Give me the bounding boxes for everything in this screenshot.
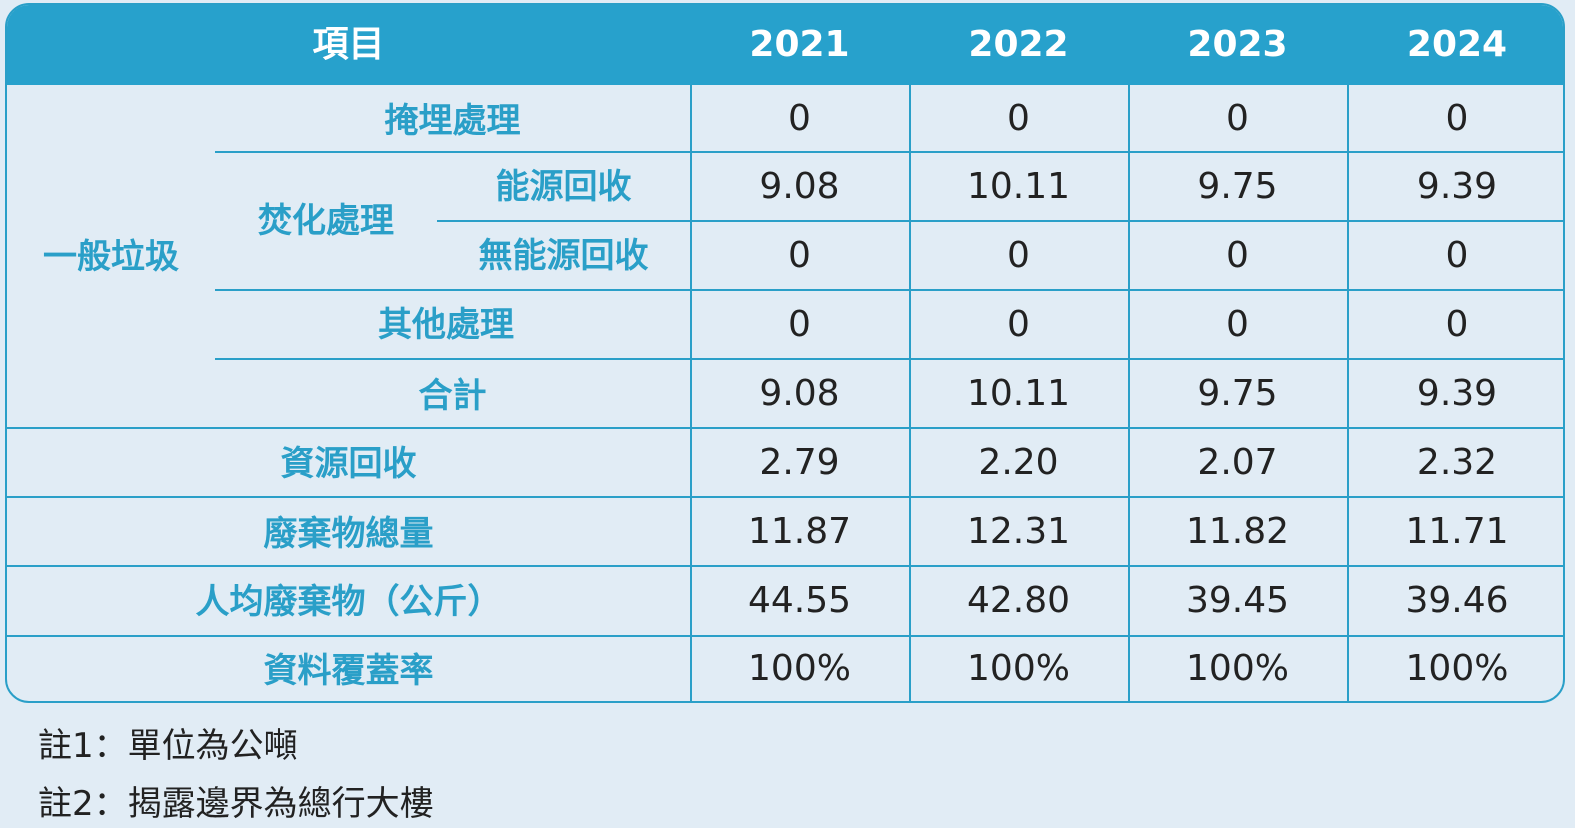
header-year-2024: 2024 xyxy=(1406,24,1508,65)
label-coverage: 資料覆蓋率 xyxy=(263,651,434,691)
cell-total-waste-2021: 11.87 xyxy=(747,511,852,552)
cell-per-capita-2022: 42.80 xyxy=(966,580,1071,621)
label-energy-recovery: 能源回收 xyxy=(495,167,632,207)
grid-line xyxy=(215,151,1563,153)
header-year-2021: 2021 xyxy=(749,24,850,65)
label-subtotal: 合計 xyxy=(418,376,487,416)
header-year-2022: 2022 xyxy=(968,24,1069,65)
grid-line xyxy=(7,496,1563,498)
grid-line xyxy=(909,85,911,701)
label-total-waste: 廢棄物總量 xyxy=(263,514,434,554)
cell-no-energy-recovery-2022: 0 xyxy=(1007,235,1030,276)
waste-table: 項目 2021 2022 2023 2024 一般垃圾 掩埋處理 焚化處理 能源… xyxy=(5,3,1565,703)
cell-landfill-2023: 0 xyxy=(1226,98,1249,139)
cell-other-treatment-2022: 0 xyxy=(1007,304,1030,345)
header-item: 項目 xyxy=(312,24,385,65)
label-resource-recovery: 資源回收 xyxy=(280,444,417,484)
label-incineration: 焚化處理 xyxy=(258,201,394,241)
label-no-energy-recovery: 無能源回收 xyxy=(478,236,649,276)
cell-per-capita-2023: 39.45 xyxy=(1185,580,1290,621)
label-per-capita: 人均廢棄物（公斤） xyxy=(195,582,502,622)
cell-no-energy-recovery-2021: 0 xyxy=(788,235,811,276)
cell-other-treatment-2021: 0 xyxy=(788,304,811,345)
cell-resource-recovery-2023: 2.07 xyxy=(1197,442,1278,483)
table-header: 項目 2021 2022 2023 2024 xyxy=(7,5,1563,85)
grid-line xyxy=(7,427,1563,429)
cell-landfill-2024: 0 xyxy=(1445,98,1469,139)
cell-no-energy-recovery-2023: 0 xyxy=(1226,235,1249,276)
grid-line xyxy=(7,635,1563,637)
cell-total-waste-2024: 11.71 xyxy=(1405,511,1509,552)
grid-line xyxy=(690,85,692,701)
grid-line xyxy=(7,565,1563,567)
grid-line xyxy=(1347,85,1349,701)
grid-line xyxy=(215,358,1563,360)
cell-landfill-2022: 0 xyxy=(1007,98,1030,139)
footnote-2: 註2：揭露邊界為總行大樓 xyxy=(38,784,434,824)
header-year-2023: 2023 xyxy=(1187,24,1288,65)
cell-landfill-2021: 0 xyxy=(788,98,811,139)
cell-energy-recovery-2022: 10.11 xyxy=(966,166,1071,207)
cell-per-capita-2021: 44.55 xyxy=(747,580,852,621)
cell-resource-recovery-2024: 2.32 xyxy=(1416,442,1498,483)
cell-total-waste-2022: 12.31 xyxy=(966,511,1071,552)
cell-subtotal-2022: 10.11 xyxy=(966,373,1071,414)
cell-coverage-2023: 100% xyxy=(1186,648,1289,689)
cell-energy-recovery-2023: 9.75 xyxy=(1197,166,1278,207)
cell-resource-recovery-2022: 2.20 xyxy=(978,442,1059,483)
label-general-waste: 一般垃圾 xyxy=(43,237,179,277)
cell-resource-recovery-2021: 2.79 xyxy=(759,442,840,483)
cell-subtotal-2024: 9.39 xyxy=(1416,373,1498,414)
grid-line xyxy=(215,289,1563,291)
cell-energy-recovery-2021: 9.08 xyxy=(759,166,840,207)
cell-subtotal-2023: 9.75 xyxy=(1197,373,1278,414)
cell-energy-recovery-2024: 9.39 xyxy=(1416,166,1498,207)
label-other-treatment: 其他處理 xyxy=(378,305,514,345)
cell-total-waste-2023: 11.82 xyxy=(1185,511,1290,552)
label-landfill: 掩埋處理 xyxy=(384,101,521,141)
grid-line xyxy=(437,220,1563,222)
grid-line xyxy=(1128,85,1130,701)
cell-no-energy-recovery-2024: 0 xyxy=(1445,235,1469,276)
cell-coverage-2022: 100% xyxy=(967,648,1070,689)
cell-other-treatment-2024: 0 xyxy=(1445,304,1469,345)
footnote-1: 註1：單位為公噸 xyxy=(38,726,298,766)
cell-coverage-2024: 100% xyxy=(1405,648,1509,689)
cell-coverage-2021: 100% xyxy=(748,648,851,689)
cell-per-capita-2024: 39.46 xyxy=(1405,580,1509,621)
cell-other-treatment-2023: 0 xyxy=(1226,304,1249,345)
cell-subtotal-2021: 9.08 xyxy=(759,373,840,414)
